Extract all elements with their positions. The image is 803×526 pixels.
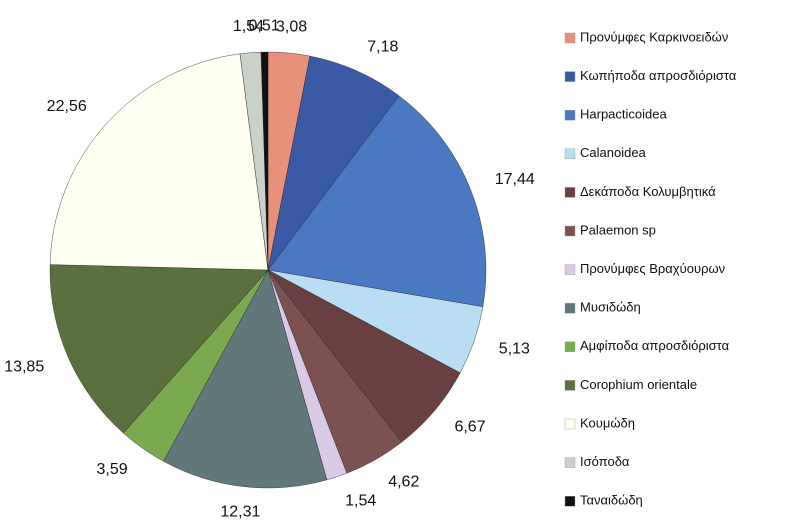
data-label: 12,31 xyxy=(220,504,260,521)
legend-label: Προνύμφες Βραχύουρων xyxy=(580,261,725,276)
data-label: 1,54 xyxy=(345,493,376,510)
data-label: 1,54 xyxy=(233,18,264,35)
legend-swatch xyxy=(564,187,576,198)
data-label: 5,13 xyxy=(499,340,530,357)
data-label: 4,62 xyxy=(388,474,419,491)
legend-label: Corophium orientale xyxy=(580,377,697,392)
legend-label: Ταναιδώδη xyxy=(580,493,643,508)
data-label: 3,08 xyxy=(276,18,307,35)
legend-label: Palaemon sp xyxy=(580,222,656,237)
pie-slice xyxy=(49,53,269,271)
legend-label: Μυσιδώδη xyxy=(580,300,641,315)
pie-slice xyxy=(267,95,487,307)
legend-label: Προνύμφες Καρκινοειδών xyxy=(580,29,728,44)
data-label: 13,85 xyxy=(4,359,44,376)
legend-swatch xyxy=(564,341,576,352)
legend-swatch xyxy=(564,148,576,160)
data-label: 0,51 xyxy=(249,17,280,34)
legend-swatch xyxy=(564,496,576,507)
legend-swatch xyxy=(564,457,576,468)
legend-swatch xyxy=(564,32,576,44)
legend-swatch xyxy=(564,71,576,82)
legend-label: Calanoidea xyxy=(580,145,647,160)
pie-slice xyxy=(260,51,269,271)
legend-swatch xyxy=(564,380,576,391)
pie-slice xyxy=(49,264,269,434)
pie-slice xyxy=(163,269,328,489)
legend-swatch xyxy=(564,225,576,237)
legend-label: Δεκάποδα Κολυμβητικά xyxy=(580,184,716,199)
data-label: 3,59 xyxy=(97,461,128,478)
legend-label: Κωπήποδα απροσδιόριστα xyxy=(580,68,737,83)
legend-swatch xyxy=(564,303,576,314)
legend-label: Αμφίποδα απροσδιόριστα xyxy=(580,338,730,353)
legend-swatch xyxy=(564,418,576,430)
legend-swatch xyxy=(564,264,576,275)
data-label: 17,44 xyxy=(495,171,535,188)
data-label: 7,18 xyxy=(367,38,398,55)
legend-label: Ισόποδα xyxy=(580,454,630,469)
legend-label: Harpacticoidea xyxy=(580,107,667,122)
data-label: 6,67 xyxy=(454,419,485,436)
legend-label: Κουμώδη xyxy=(580,415,635,430)
legend-swatch xyxy=(564,109,576,121)
data-label: 22,56 xyxy=(47,98,87,115)
